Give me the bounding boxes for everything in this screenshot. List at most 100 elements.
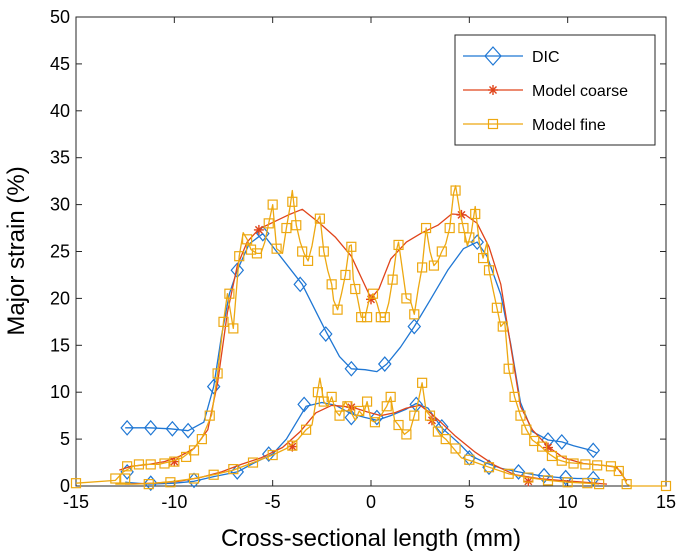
- dic-marker: [554, 433, 569, 450]
- dic-marker: [484, 46, 502, 66]
- model-fine-marker: [143, 479, 154, 490]
- x-tick-label: -10: [161, 492, 187, 512]
- y-tick-label: 25: [50, 242, 70, 262]
- y-tick-labels: 0 5 10 15 20 25 30 35 40 45 50: [50, 7, 70, 496]
- x-tick-label: -5: [265, 492, 281, 512]
- model-fine-marker: [478, 252, 489, 264]
- model-fine-marker: [228, 464, 239, 475]
- dic-marker: [293, 276, 307, 293]
- dic-marker: [143, 475, 158, 492]
- model-fine-marker: [393, 239, 404, 251]
- legend: DIC Model coarse Model fine: [454, 34, 656, 146]
- legend-entry-model-coarse: Model coarse: [463, 83, 628, 100]
- model-fine-marker: [145, 459, 156, 470]
- model-fine-marker: [120, 473, 131, 484]
- model-fine-marker: [379, 312, 390, 323]
- x-tick-label: -15: [63, 492, 89, 512]
- model-fine-marker: [196, 434, 207, 445]
- model-fine-marker: [181, 451, 192, 463]
- model-coarse-marker: [488, 85, 498, 95]
- model-fine-marker: [361, 312, 373, 323]
- dic-marker: [586, 470, 601, 487]
- x-tick-label: 15: [656, 492, 676, 512]
- model-fine-marker: [562, 477, 573, 488]
- model-fine-marker: [247, 457, 259, 468]
- dic-marker: [181, 422, 195, 439]
- model-fine-marker: [580, 459, 591, 470]
- model-fine-marker: [420, 222, 432, 234]
- model-fine-marker: [450, 185, 461, 196]
- model-fine-marker: [234, 251, 245, 262]
- y-tick-label: 10: [50, 382, 70, 402]
- model-fine-marker: [594, 479, 605, 490]
- model-fine-marker: [497, 321, 508, 332]
- model-fine-marker: [312, 387, 323, 398]
- legend-entry-model-fine: Model fine: [463, 117, 606, 134]
- model-fine-marker: [440, 434, 451, 445]
- model-fine-marker: [188, 445, 200, 456]
- dic-marker: [511, 464, 526, 480]
- model-fine-marker: [529, 435, 540, 447]
- model-fine-marker: [159, 458, 170, 469]
- model-fine-marker: [287, 440, 298, 451]
- model-fine-marker: [287, 196, 298, 207]
- model-fine-marker: [464, 232, 475, 243]
- model-fine-marker: [169, 456, 180, 467]
- x-tick-label: 10: [558, 492, 578, 512]
- y-tick-label: 40: [50, 101, 70, 121]
- x-axis-title: Cross-sectional length (mm): [221, 525, 521, 552]
- model-fine-marker: [582, 478, 593, 489]
- y-tick-label: 35: [50, 148, 70, 168]
- model-fine-marker: [326, 391, 337, 402]
- model-fine-marker: [401, 293, 412, 304]
- model-fine-marker: [428, 260, 440, 271]
- y-tick-label: 45: [50, 54, 70, 74]
- model-fine-marker: [660, 480, 672, 492]
- model-fine-marker: [271, 243, 282, 254]
- model-fine-marker: [613, 465, 624, 477]
- model-fine-marker: [470, 208, 481, 220]
- model-fine-marker: [346, 241, 357, 252]
- y-tick-label: 0: [60, 476, 70, 496]
- x-tick-labels: -15 -10 -5 0 5 10 15: [63, 492, 676, 512]
- legend-label: Model coarse: [532, 83, 628, 100]
- model-fine-marker: [367, 288, 379, 299]
- model-fine-marker: [387, 274, 398, 285]
- model-fine-marker: [464, 454, 475, 465]
- dic-line: [125, 401, 600, 485]
- model-fine-marker: [301, 424, 312, 435]
- model-fine-marker: [267, 199, 278, 210]
- model-fine-marker: [424, 410, 436, 421]
- model-fine-marker: [515, 410, 526, 421]
- model-fine-marker: [483, 265, 495, 276]
- legend-entry-dic: DIC: [463, 46, 560, 66]
- legend-label: DIC: [532, 49, 560, 66]
- model-fine-marker: [326, 279, 337, 290]
- model-fine-marker: [556, 455, 567, 466]
- model-fine-marker: [444, 222, 455, 234]
- model-fine-marker: [245, 244, 257, 255]
- dic-marker: [344, 360, 359, 377]
- model-fine-marker: [228, 323, 239, 334]
- model-fine-marker: [487, 118, 499, 130]
- y-tick-label: 15: [50, 335, 70, 355]
- model-fine-marker: [281, 222, 292, 234]
- model-fine-marker: [521, 424, 532, 435]
- model-fine-marker: [242, 234, 253, 245]
- model-fine-marker: [509, 391, 520, 402]
- model-fine-marker: [340, 269, 351, 281]
- model-fine-marker: [503, 468, 514, 479]
- y-tick-label: 5: [60, 429, 70, 449]
- dic-marker: [586, 442, 601, 459]
- y-tick-label: 30: [50, 195, 70, 215]
- dic-marker: [377, 356, 392, 372]
- model-coarse-marker: [543, 442, 553, 453]
- dic-marker: [297, 396, 311, 413]
- model-fine-marker: [122, 461, 133, 472]
- dic-marker: [143, 419, 158, 436]
- model-fine-marker: [302, 255, 314, 266]
- model-fine-marker: [436, 246, 447, 257]
- model-fine-marker: [342, 401, 353, 412]
- model-coarse-marker: [253, 224, 264, 235]
